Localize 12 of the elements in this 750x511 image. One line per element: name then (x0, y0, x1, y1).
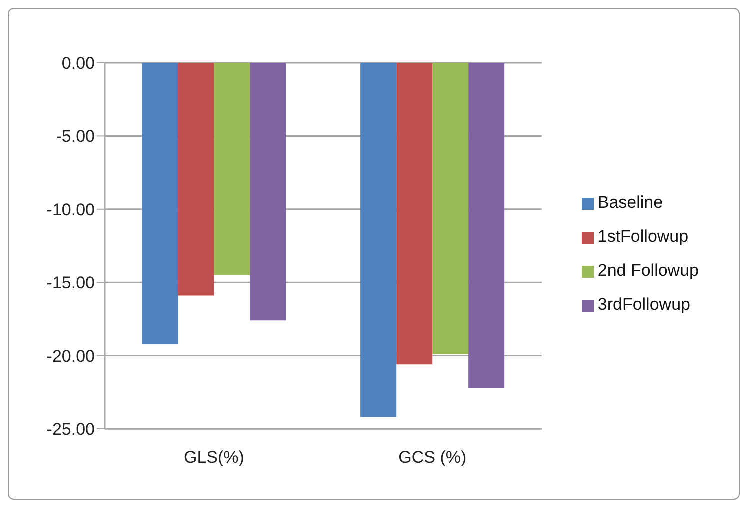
x-tick-label: GLS(%) (184, 448, 244, 468)
x-tick-label: GCS (%) (398, 448, 467, 468)
legend-label: 1stFollowup (598, 227, 689, 246)
y-tick-label: -5.00 (56, 127, 95, 146)
y-tick-label: -25.00 (46, 420, 95, 440)
legend-label: 2nd Followup (598, 261, 699, 280)
y-tick-label: -15.00 (46, 274, 95, 293)
y-tick-label: 0.00 (62, 54, 95, 74)
legend-label: 3rdFollowup (598, 295, 690, 314)
legend-label: Baseline (598, 193, 664, 212)
y-tick-label: -20.00 (46, 346, 95, 366)
y-tick-label: -10.00 (46, 200, 95, 220)
